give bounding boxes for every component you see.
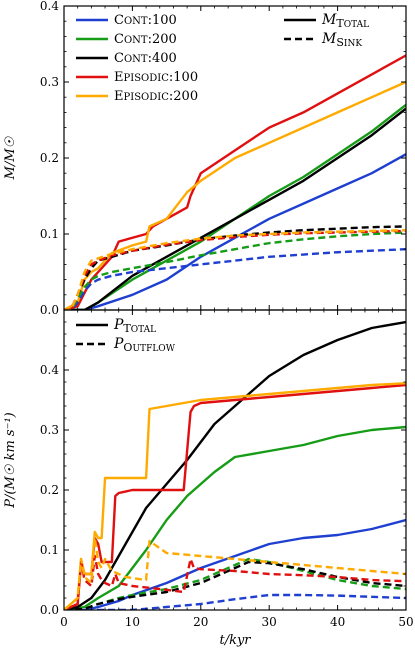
series-episodic-200-total: [64, 382, 406, 610]
y-axis-label: M/M☉: [3, 135, 18, 180]
series-group: [64, 54, 406, 310]
series-cont-100-sink: [64, 248, 406, 310]
x-axis-label: t/kyr: [219, 633, 251, 648]
legend-label: CONT:200: [114, 32, 177, 47]
series-group: [64, 320, 406, 610]
series-episodic-200-total: [64, 80, 406, 310]
y-tick-label: 0.1: [40, 543, 59, 557]
legend-label: EPISODIC:100: [114, 70, 198, 85]
series-cont-200-total: [64, 103, 406, 310]
series-episodic-100-total: [64, 54, 406, 310]
legend: CONT:100 CONT:200 CONT:400 EPISODIC:100 EPIS…: [76, 12, 369, 104]
y-tick-label: 0.4: [40, 363, 59, 377]
legend-label: PTOTAL: [113, 317, 156, 335]
series-cont-400-sink: [64, 225, 406, 310]
mass-panel: 0.00.10.20.30.4M/M☉CONT:100CONT:200CONT:…: [3, 0, 407, 317]
y-tick-label: 0.1: [40, 227, 59, 241]
legend-label: MTOTAL: [321, 12, 369, 30]
x-tick-label: 30: [262, 615, 277, 629]
series-episodic-100-outflow: [64, 554, 406, 610]
y-tick-label: 0.3: [40, 423, 59, 437]
series-cont-400-total: [64, 320, 406, 610]
y-tick-label: 0.4: [40, 0, 59, 13]
y-axis-label: P/(M☉ km s⁻¹): [3, 412, 18, 508]
x-tick-label: 50: [398, 615, 413, 629]
y-tick-label: 0.2: [40, 151, 59, 165]
y-tick-label: 0.0: [40, 603, 59, 617]
x-tick-label: 0: [60, 615, 68, 629]
y-tick-label: 0.2: [40, 483, 59, 497]
series-cont-400-total: [64, 107, 406, 310]
series-cont-100-outflow: [64, 593, 406, 610]
series-episodic-200-sink: [64, 229, 406, 310]
momentum-panel: 0 10 20 30 40 50 0.0 0.1 0.2 0.3 0.4 P/(M☉ km s⁻¹) t…: [3, 309, 414, 648]
legend-label: CONT:400: [114, 51, 177, 66]
legend-label: CONT:100: [114, 13, 177, 28]
legend-label: POUTFLOW: [113, 336, 176, 354]
y-tick-label: 0.3: [40, 75, 59, 89]
legend-label: MSINK: [321, 31, 362, 49]
series-cont-200-sink: [64, 231, 406, 310]
x-tick-label: 20: [193, 615, 208, 629]
axes-frame: [63, 309, 407, 611]
series-cont-100-total: [64, 153, 406, 310]
series-episodic-200-outflow: [64, 536, 406, 610]
series-cont-200-total: [64, 425, 406, 610]
x-tick-label: 10: [125, 615, 140, 629]
legend-label: EPISODIC:200: [114, 89, 198, 104]
y-tick-label: 0.0: [40, 303, 59, 317]
x-tick-label: 40: [330, 615, 345, 629]
